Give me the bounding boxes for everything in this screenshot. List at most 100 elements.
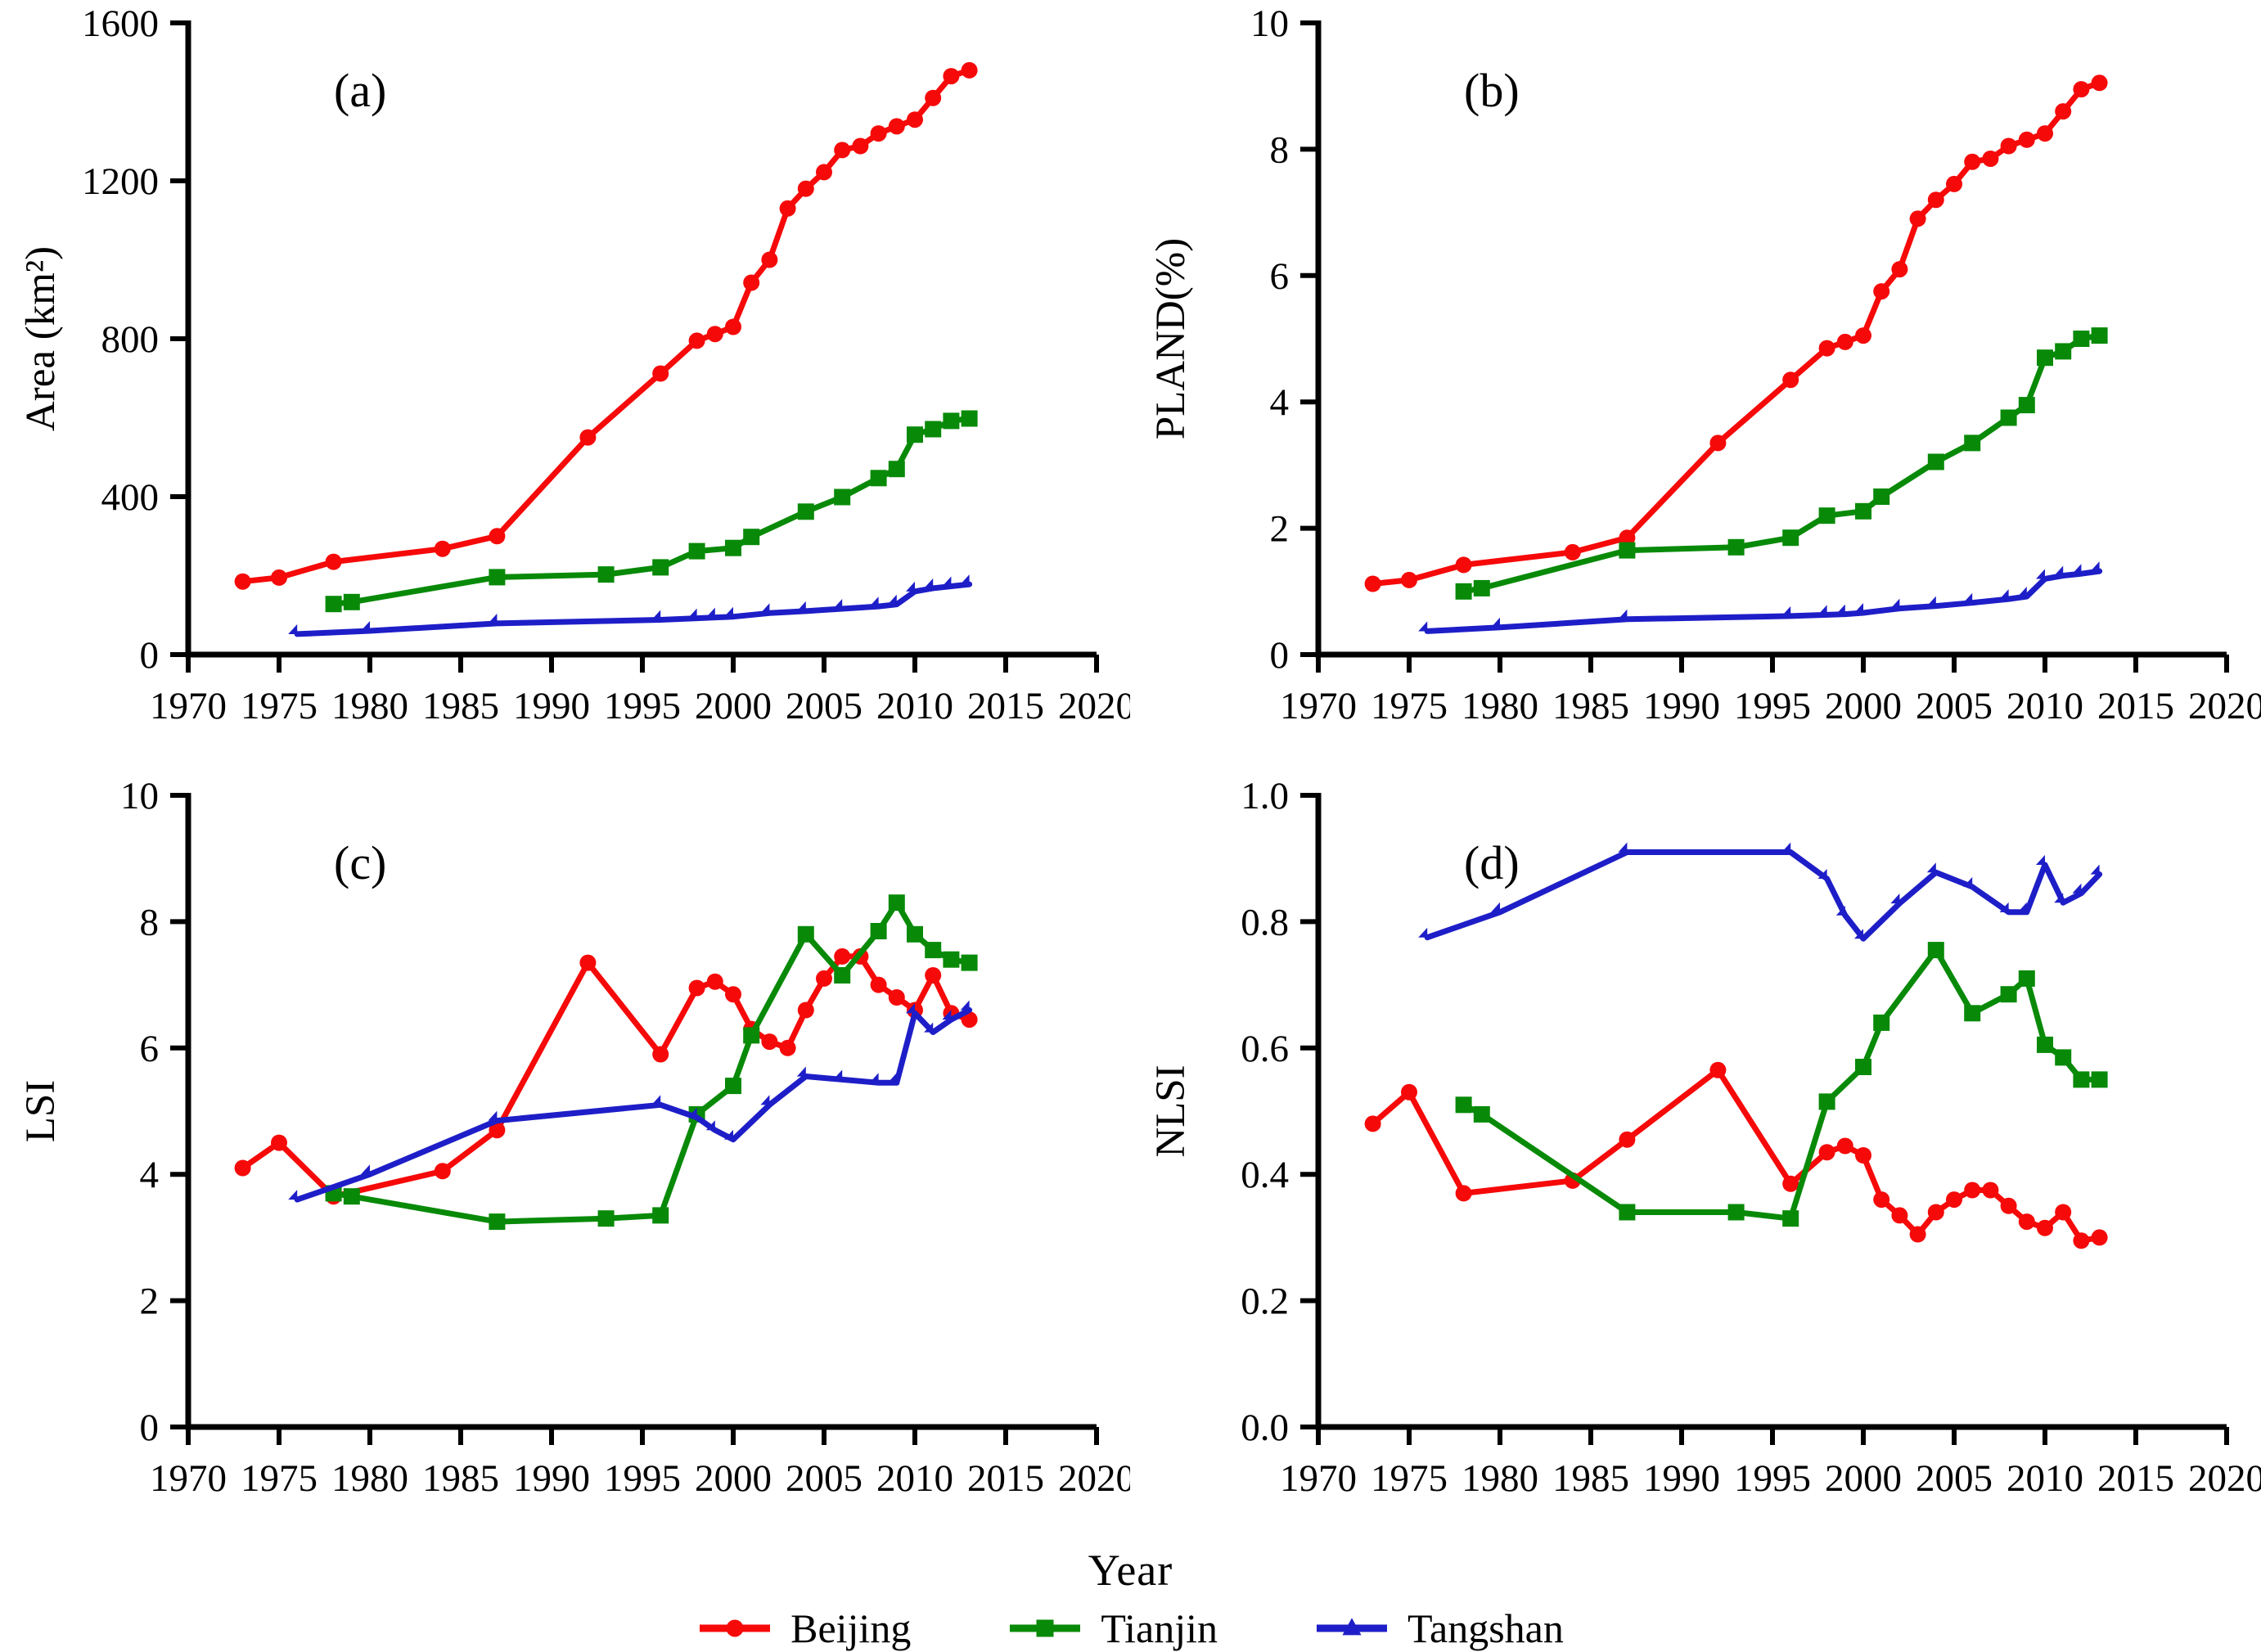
y-tick-label: 8 [140,901,160,943]
panel-d: 1970 1975 1980 1985 1990 1995 2000 2005 2010 2015… [1130,772,2261,1545]
y-tick-label: 0.4 [1241,1154,1289,1196]
y-axis-title: Area (km²) [18,246,64,431]
x-axis: 1970 1975 1980 1985 1990 1995 2000 2005 2010 2015… [1280,1427,2261,1500]
legend-item-tianjin: Tianjin [1007,1605,1218,1652]
y-tick-label: 0 [140,1407,160,1449]
x-tick-label: 1990 [513,1457,590,1500]
series-Tangshan-line [1424,568,2103,634]
y-tick-label: 0 [1270,634,1290,677]
series-Tangshan [1418,561,2103,634]
x-tick-label: 2020 [1058,1457,1130,1500]
panel-a: 1970 1975 1980 1985 1990 1995 2000 2005 2010 2015… [0,0,1130,772]
series-Tangshan [288,1000,973,1203]
panel-letter: (b) [1464,64,1520,117]
y-tick-label: 1600 [82,2,159,45]
series-Tianjin-line [331,899,973,1225]
series-Beijing [1364,1061,2108,1249]
y-tick-label: 400 [101,476,160,519]
x-tick-label: 2000 [1825,685,1902,727]
y-tick-label: 2 [1270,508,1290,551]
y-tick-label: 0 [140,634,160,677]
x-tick-label: 2000 [1825,1457,1902,1500]
series-Tianjin [325,410,978,613]
y-tick-label: 10 [120,775,159,817]
x-tick-label: 1975 [1371,1457,1448,1500]
y-tick-label: 1.0 [1241,775,1289,817]
figure-footer: Year Beijing Tianjin Tangshan [0,1545,2261,1651]
x-tick-label: 1985 [1552,1457,1629,1500]
series-Tangshan-line [1424,849,2103,942]
x-tick-label: 1970 [1280,685,1357,727]
series-Beijing [234,948,978,1205]
x-tick-label: 2000 [695,685,772,727]
y-tick-label: 6 [1270,255,1290,298]
x-tick-label: 2020 [2188,1457,2261,1500]
series-Tianjin [325,894,978,1231]
x-tick-label: 2005 [1916,1457,1993,1500]
x-tick-label: 2000 [695,1457,772,1500]
x-tick-label: 1970 [150,685,227,727]
y-axis-title: PLAND(%) [1148,238,1194,439]
series-Tianjin-line [331,416,973,607]
x-tick-label: 2020 [2188,685,2261,727]
series-Beijing [234,61,978,590]
y-axis-title: LSI [18,1080,64,1143]
x-tick-label: 1970 [150,1457,227,1500]
legend-item-beijing: Beijing [697,1605,911,1652]
axes [1315,793,2227,1430]
panel-a-chart: 1970 1975 1980 1985 1990 1995 2000 2005 2010 2015… [18,2,1130,727]
y-tick-label: 0.6 [1241,1028,1289,1070]
y-axis: 0 400 800 1200 1600 [82,2,188,677]
x-axis: 1970 1975 1980 1985 1990 1995 2000 2005 2010 2015… [150,655,1130,727]
axes [185,20,1097,658]
y-tick-label: 0.8 [1241,901,1289,943]
legend-marker-beijing-icon [700,1619,771,1637]
y-axis: 0.0 0.2 0.4 0.6 0.8 1.0 [1241,775,1318,1449]
legend-label-tianjin: Tianjin [1101,1605,1218,1652]
legend: Beijing Tianjin Tangshan [697,1605,1564,1652]
axes [185,793,1097,1430]
series-Tianjin [1455,327,2108,600]
x-tick-label: 2015 [2097,685,2174,727]
x-tick-label: 1985 [422,1457,499,1500]
x-tick-label: 2010 [876,1457,953,1500]
panel-c-chart: 1970 1975 1980 1985 1990 1995 2000 2005 2010 2015… [18,775,1130,1500]
y-tick-label: 2 [140,1281,160,1323]
x-tick-label: 2010 [876,685,953,727]
panels-grid: 1970 1975 1980 1985 1990 1995 2000 2005 2010 2015… [0,0,2261,1545]
x-tick-label: 1980 [331,1457,408,1500]
y-tick-label: 4 [140,1154,160,1196]
x-tick-label: 2005 [1916,685,1993,727]
y-tick-label: 4 [1270,381,1290,424]
x-tick-label: 1990 [1643,1457,1720,1500]
x-tick-label: 1975 [241,685,318,727]
x-tick-label: 2015 [2097,1457,2174,1500]
series-Beijing [1364,74,2108,592]
y-tick-label: 1200 [82,160,159,203]
x-tick-label: 1995 [604,1457,681,1500]
y-axis: 0 2 4 6 8 10 [120,775,188,1449]
series-Tangshan [1418,842,2103,942]
x-tick-label: 2020 [1058,685,1130,727]
panel-b-chart: 1970 1975 1980 1985 1990 1995 2000 2005 2010 2015… [1148,2,2261,727]
x-tick-label: 2015 [967,1457,1044,1500]
x-tick-label: 2010 [2007,685,2083,727]
legend-marker-tangshan-icon [1316,1618,1387,1636]
series-Tianjin [1455,942,2108,1227]
y-tick-label: 800 [101,318,160,361]
y-axis: 0 2 4 6 8 10 [1250,2,1318,677]
y-tick-label: 8 [1270,128,1290,171]
x-tick-label: 2015 [967,685,1044,727]
panel-letter: (a) [334,64,386,117]
x-tick-label: 2005 [786,1457,863,1500]
x-axis: 1970 1975 1980 1985 1990 1995 2000 2005 2010 2015… [1280,655,2261,727]
series-Tangshan [288,574,973,637]
x-tick-label: 1980 [1462,685,1538,727]
y-tick-label: 0.2 [1241,1281,1289,1323]
legend-label-tangshan: Tangshan [1407,1605,1564,1652]
y-axis-title: NLSI [1148,1065,1194,1157]
panel-letter: (c) [334,836,386,889]
x-tick-label: 1990 [513,685,590,727]
x-tick-label: 2005 [786,685,863,727]
